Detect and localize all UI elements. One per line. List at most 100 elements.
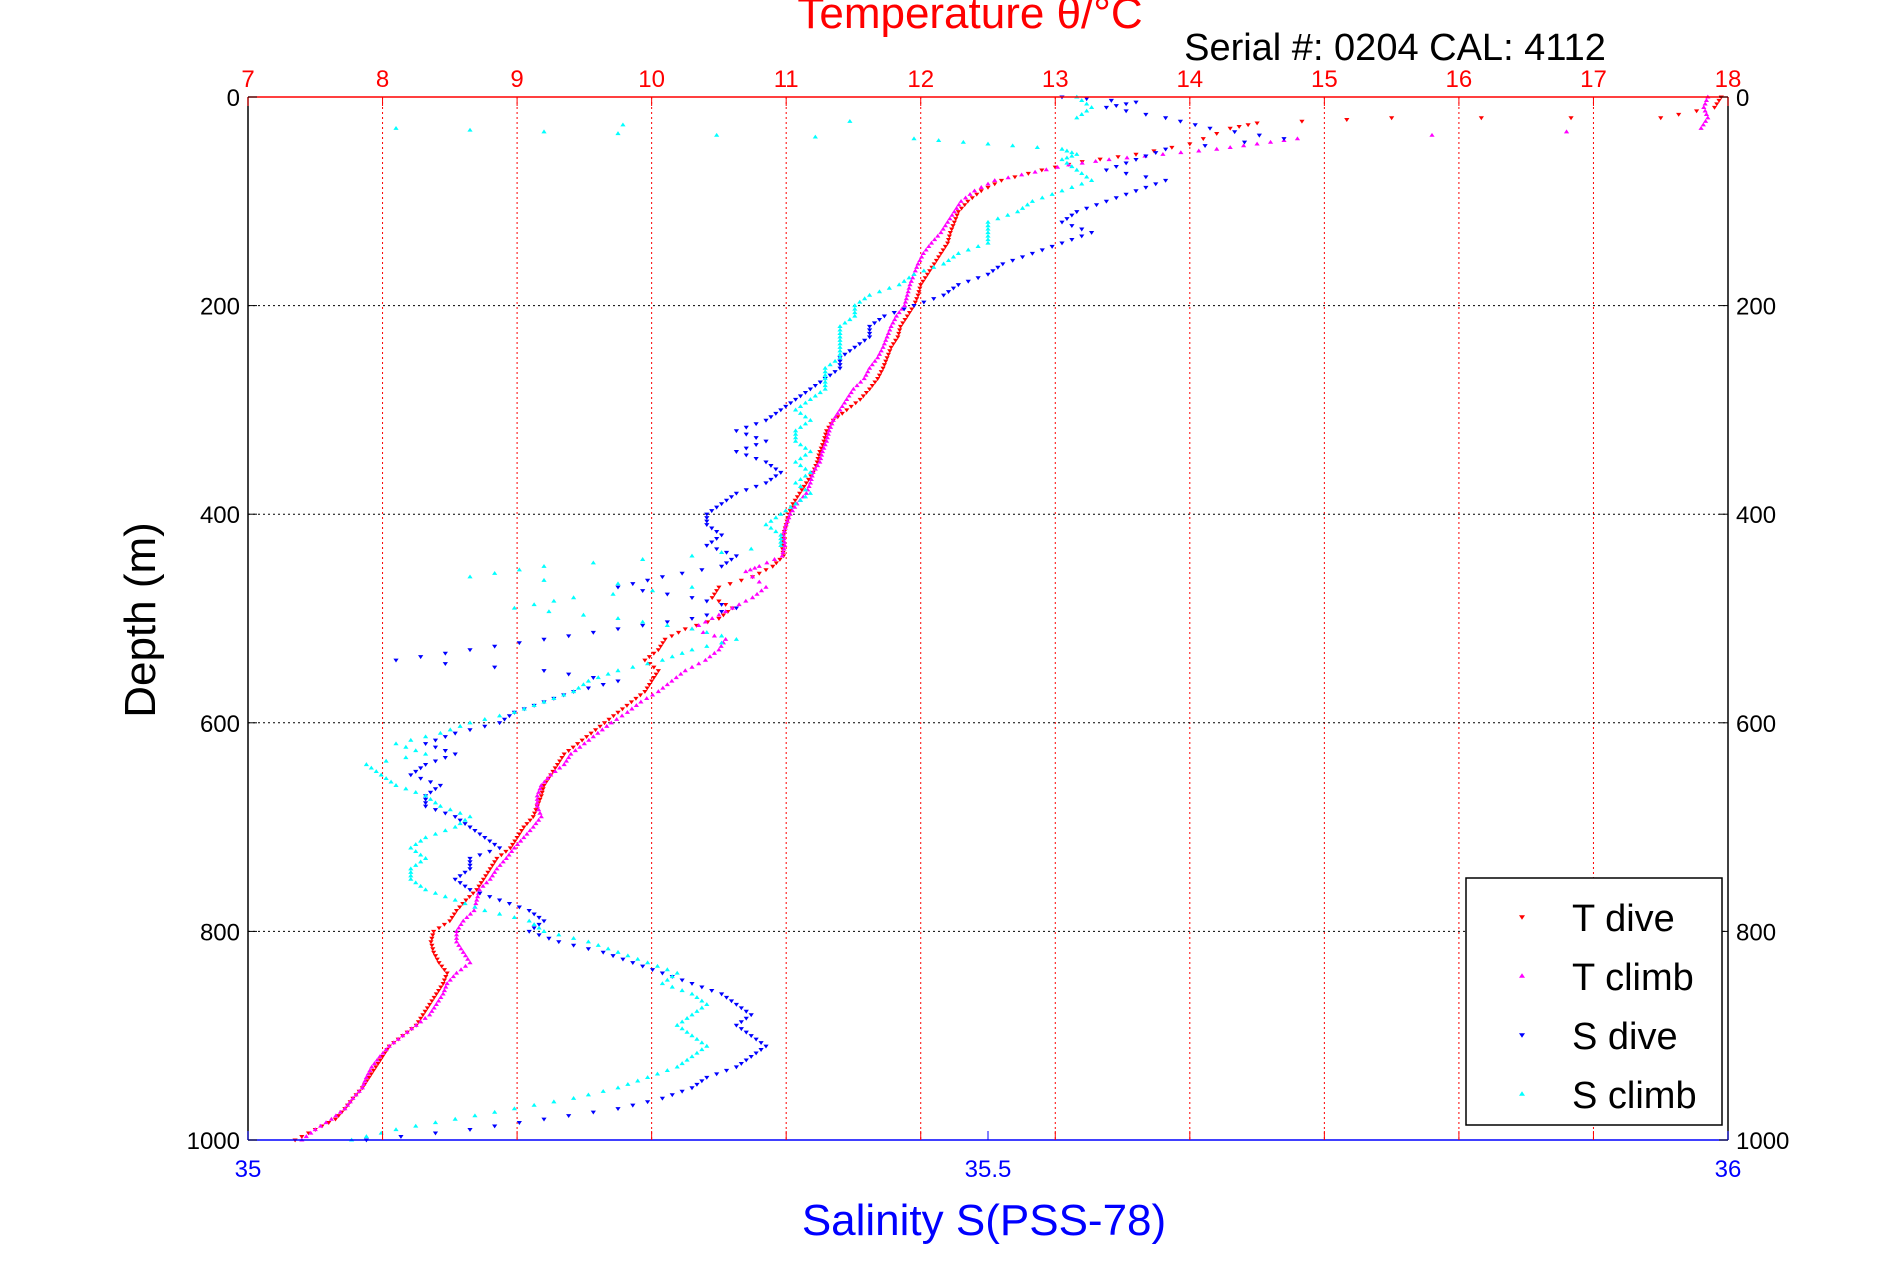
data-point xyxy=(718,643,724,648)
data-point xyxy=(418,838,424,843)
data-point xyxy=(642,658,648,663)
data-point xyxy=(689,991,695,996)
data-point xyxy=(1294,136,1301,141)
data-point xyxy=(743,1016,749,1021)
data-point xyxy=(492,1109,498,1114)
data-point xyxy=(801,484,807,489)
data-point xyxy=(827,373,833,378)
data-point xyxy=(511,915,517,920)
data-point xyxy=(1010,143,1016,148)
data-point xyxy=(689,1054,695,1059)
data-point xyxy=(941,293,947,298)
data-point xyxy=(536,915,542,920)
data-point xyxy=(965,279,971,284)
data-point xyxy=(743,488,749,493)
data-point xyxy=(709,616,715,621)
data-point xyxy=(635,1078,641,1083)
top-tick-label: 13 xyxy=(1042,66,1069,93)
data-point xyxy=(753,484,759,489)
data-point xyxy=(807,449,813,454)
data-point xyxy=(427,790,434,795)
data-point xyxy=(699,568,705,573)
data-point xyxy=(585,686,591,691)
data-point xyxy=(783,508,789,513)
data-point xyxy=(601,721,608,726)
data-point xyxy=(821,445,827,450)
data-point xyxy=(904,292,910,297)
data-point xyxy=(764,560,770,565)
data-point xyxy=(844,397,850,402)
data-point xyxy=(1700,122,1706,127)
data-point xyxy=(799,488,805,493)
data-point xyxy=(917,258,923,262)
data-point xyxy=(546,609,552,614)
data-point xyxy=(743,1058,749,1063)
data-point xyxy=(541,564,547,568)
data-point xyxy=(630,582,636,587)
data-point xyxy=(608,720,614,725)
data-point xyxy=(440,991,446,996)
data-point xyxy=(955,251,961,256)
data-point xyxy=(539,790,545,795)
data-point xyxy=(689,626,695,631)
data-point xyxy=(1133,158,1139,162)
data-point xyxy=(585,678,591,683)
data-point xyxy=(763,418,769,423)
data-point xyxy=(506,714,513,719)
data-point xyxy=(526,908,532,913)
data-point xyxy=(363,1075,369,1079)
data-point xyxy=(477,832,483,837)
data-point xyxy=(807,480,813,485)
data-point xyxy=(318,1123,324,1128)
data-point xyxy=(946,234,953,239)
data-point xyxy=(817,390,823,395)
data-point xyxy=(408,737,414,742)
data-point xyxy=(694,995,700,1000)
data-point xyxy=(777,557,783,562)
data-point xyxy=(852,303,858,308)
data-point xyxy=(768,518,774,523)
data-point xyxy=(985,181,991,186)
data-point xyxy=(817,450,823,454)
data-point xyxy=(541,699,547,704)
data-point xyxy=(453,932,460,937)
data-point xyxy=(1032,169,1038,174)
data-point xyxy=(837,327,843,332)
data-point xyxy=(1079,171,1085,176)
data-point xyxy=(566,755,572,760)
data-point xyxy=(374,1057,380,1062)
data-point xyxy=(467,825,473,830)
data-point xyxy=(605,671,611,676)
data-point xyxy=(489,873,496,878)
data-point xyxy=(467,863,473,868)
data-point xyxy=(733,637,739,641)
data-point xyxy=(447,807,453,812)
data-point xyxy=(923,247,929,252)
data-point xyxy=(1658,116,1664,121)
data-point xyxy=(1178,150,1184,155)
data-point xyxy=(781,529,787,534)
data-point xyxy=(674,1022,680,1027)
data-point xyxy=(439,964,445,969)
data-point xyxy=(779,553,785,558)
data-point xyxy=(452,731,458,736)
data-point xyxy=(571,595,577,600)
data-point xyxy=(615,627,621,632)
depth-tick-label-left: 0 xyxy=(227,85,240,112)
data-point xyxy=(716,599,722,604)
data-point xyxy=(531,922,537,927)
data-point xyxy=(460,918,466,923)
data-point xyxy=(1064,155,1070,160)
data-point xyxy=(494,856,500,861)
data-point xyxy=(1124,155,1130,160)
data-point xyxy=(492,860,498,865)
data-point xyxy=(675,630,682,635)
data-point xyxy=(832,358,838,363)
data-point xyxy=(940,226,946,231)
data-point xyxy=(897,324,904,329)
data-point xyxy=(371,1061,378,1066)
data-point xyxy=(451,912,457,917)
data-point xyxy=(433,992,439,997)
data-point xyxy=(806,477,812,482)
data-point xyxy=(888,345,894,350)
